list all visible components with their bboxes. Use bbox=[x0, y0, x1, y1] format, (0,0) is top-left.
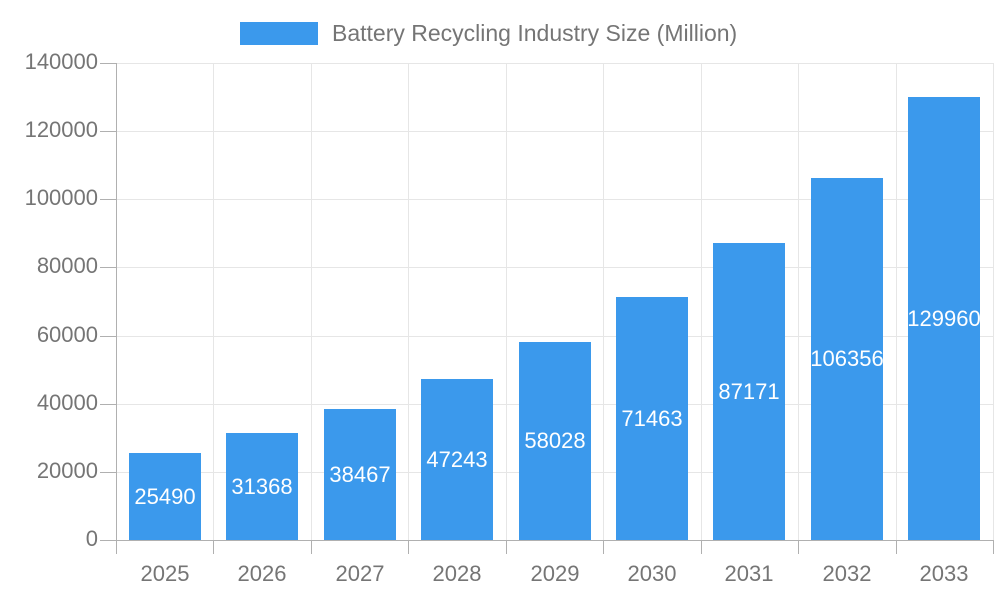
bar-value-label: 31368 bbox=[231, 473, 293, 499]
x-gridline bbox=[993, 63, 994, 540]
bar[interactable]: 31368 bbox=[226, 433, 298, 540]
x-axis-tick bbox=[798, 540, 799, 554]
x-gridline bbox=[311, 63, 312, 540]
x-axis-tick-label: 2028 bbox=[432, 561, 482, 586]
bar-value-label: 47243 bbox=[426, 446, 488, 472]
x-axis-tick-label: 2031 bbox=[724, 561, 774, 586]
bar[interactable]: 87171 bbox=[713, 243, 785, 540]
x-axis-tick-label: 2032 bbox=[822, 561, 872, 586]
y-axis-tick bbox=[100, 336, 116, 337]
bar-value-label: 38467 bbox=[329, 461, 391, 487]
x-gridline bbox=[408, 63, 409, 540]
y-axis-tick-label: 80000 bbox=[36, 253, 98, 278]
bar-value-label: 25490 bbox=[134, 483, 196, 509]
y-gridline bbox=[116, 336, 993, 337]
y-axis-tick bbox=[100, 267, 116, 268]
y-gridline bbox=[116, 199, 993, 200]
y-axis-tick-label: 120000 bbox=[24, 117, 98, 142]
bar[interactable]: 58028 bbox=[519, 342, 591, 540]
y-axis-tick-label: 0 bbox=[85, 526, 98, 551]
y-axis-tick bbox=[100, 404, 116, 405]
x-axis-tick-label: 2027 bbox=[335, 561, 385, 586]
bar-value-label: 87171 bbox=[718, 378, 780, 404]
x-axis-tick bbox=[408, 540, 409, 554]
bar-value-label: 58028 bbox=[524, 428, 586, 453]
bar-value-label: 71463 bbox=[621, 405, 683, 431]
bar[interactable]: 38467 bbox=[324, 409, 396, 540]
bar[interactable]: 106356 bbox=[811, 178, 883, 540]
bar[interactable]: 129960 bbox=[908, 97, 980, 540]
x-gridline bbox=[506, 63, 507, 540]
y-axis-tick bbox=[100, 540, 116, 541]
y-axis-tick bbox=[100, 199, 116, 200]
y-axis-tick-label: 40000 bbox=[36, 390, 98, 415]
x-axis-tick bbox=[603, 540, 604, 554]
y-gridline bbox=[116, 63, 993, 64]
y-axis-tick bbox=[100, 472, 116, 473]
bar-value-label: 129960 bbox=[908, 305, 980, 331]
y-axis-tick-label: 100000 bbox=[24, 185, 98, 210]
x-axis-tick bbox=[213, 540, 214, 554]
x-axis-tick-label: 2033 bbox=[919, 561, 969, 586]
x-axis-tick bbox=[896, 540, 897, 554]
y-gridline bbox=[116, 131, 993, 132]
y-axis-tick-label: 20000 bbox=[36, 458, 98, 483]
x-axis-tick-label: 2030 bbox=[627, 561, 677, 586]
y-axis-tick bbox=[100, 63, 116, 64]
y-axis-tick bbox=[100, 131, 116, 132]
x-axis-tick-label: 2026 bbox=[237, 561, 287, 586]
x-axis-line bbox=[116, 540, 993, 541]
bar[interactable]: 47243 bbox=[421, 379, 493, 540]
x-axis-tick bbox=[116, 540, 117, 554]
legend-swatch[interactable] bbox=[240, 22, 318, 45]
y-axis-tick-label: 140000 bbox=[24, 49, 98, 74]
x-axis-tick bbox=[993, 540, 994, 554]
y-axis-tick-label: 60000 bbox=[36, 322, 98, 347]
x-gridline bbox=[213, 63, 214, 540]
x-axis-tick bbox=[701, 540, 702, 554]
x-gridline bbox=[701, 63, 702, 540]
x-gridline bbox=[896, 63, 897, 540]
legend-label[interactable]: Battery Recycling Industry Size (Million… bbox=[332, 20, 738, 46]
x-axis-tick bbox=[506, 540, 507, 554]
bar[interactable]: 25490 bbox=[129, 453, 201, 540]
x-gridline bbox=[798, 63, 799, 540]
y-axis-line bbox=[116, 63, 117, 540]
bar-value-label: 106356 bbox=[811, 346, 883, 371]
x-axis-tick bbox=[311, 540, 312, 554]
bar[interactable]: 71463 bbox=[616, 297, 688, 540]
y-gridline bbox=[116, 267, 993, 268]
x-axis-tick-label: 2029 bbox=[530, 561, 580, 586]
x-gridline bbox=[603, 63, 604, 540]
x-axis-tick-label: 2025 bbox=[140, 561, 190, 586]
